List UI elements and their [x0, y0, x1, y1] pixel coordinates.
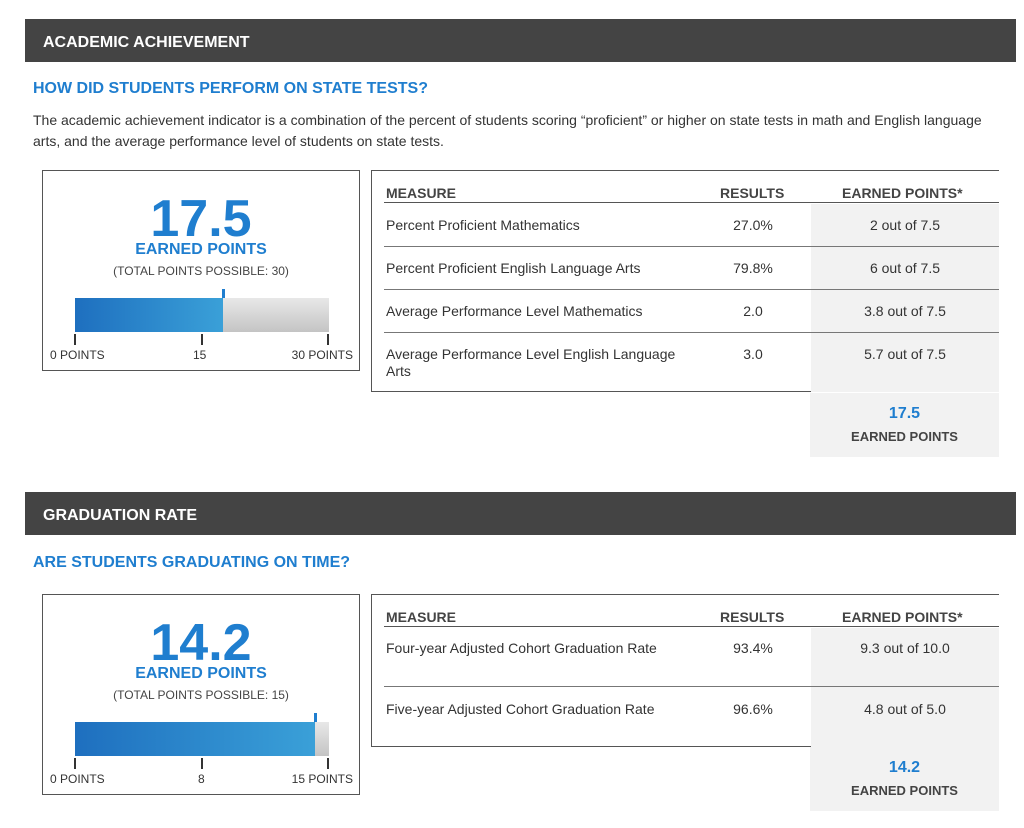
column-header-earned-points: EARNED POINTS*: [842, 185, 963, 201]
total-points-label: EARNED POINTS: [851, 429, 958, 444]
scale-tick-mid: [201, 334, 203, 345]
column-header-measure: MEASURE: [386, 185, 457, 201]
total-points-possible: (TOTAL POINTS POSSIBLE: 30): [113, 264, 289, 278]
points-progress-fill: [75, 722, 316, 756]
row-result: 79.8%: [733, 260, 773, 276]
earned-column-background: [811, 204, 999, 392]
points-progress-marker: [314, 713, 318, 722]
row-measure: Five-year Adjusted Cohort Graduation Rat…: [386, 701, 655, 717]
column-header-earned-points: EARNED POINTS*: [842, 609, 963, 625]
column-header-results: RESULTS: [720, 609, 785, 625]
row-measure: Average Performance Level Mathematics: [386, 303, 643, 319]
points-progress-marker: [222, 289, 226, 298]
earned-points-value: 14.2: [150, 614, 252, 672]
measures-table-graduation: MEASURE RESULTS EARNED POINTS* Four-year…: [371, 594, 999, 747]
row-divider: [384, 289, 999, 290]
measures-table-academic: MEASURE RESULTS EARNED POINTS* Percent P…: [371, 170, 999, 392]
section-header-academic-achievement: ACADEMIC ACHIEVEMENT: [25, 19, 1016, 62]
row-result: 27.0%: [733, 217, 773, 233]
column-header-results: RESULTS: [720, 185, 785, 201]
total-points-value: 14.2: [888, 759, 921, 776]
row-earned-points: 5.7 out of 7.5: [864, 346, 946, 362]
scale-tick-end: [327, 758, 329, 769]
earned-points-label: EARNED POINTS: [135, 665, 267, 682]
scale-label-mid: 15: [193, 348, 207, 362]
score-summary-card-academic: 17.5 EARNED POINTS (TOTAL POINTS POSSIBL…: [42, 170, 360, 371]
row-measure: Percent Proficient Mathematics: [386, 217, 580, 233]
total-points-possible: (TOTAL POINTS POSSIBLE: 15): [113, 688, 289, 702]
scale-label-end: 30 POINTS: [291, 348, 353, 362]
total-points-value: 17.5: [888, 405, 921, 422]
row-divider: [384, 686, 999, 687]
scale-tick-start: [74, 334, 76, 345]
scale-label-start: 0 POINTS: [50, 348, 105, 362]
scale-tick-start: [74, 758, 76, 769]
row-earned-points: 4.8 out of 5.0: [864, 701, 946, 717]
row-earned-points: 9.3 out of 10.0: [860, 640, 950, 656]
row-divider: [384, 332, 999, 333]
row-earned-points: 6 out of 7.5: [869, 260, 941, 276]
row-divider: [384, 246, 999, 247]
points-progress-bar: [75, 289, 329, 332]
section-question-academic: HOW DID STUDENTS PERFORM ON STATE TESTS?: [33, 80, 428, 97]
score-summary-card-graduation: 14.2 EARNED POINTS (TOTAL POINTS POSSIBL…: [42, 594, 360, 795]
earned-points-total-academic: 17.5 EARNED POINTS: [810, 393, 999, 457]
scale-label-end: 15 POINTS: [291, 772, 353, 786]
row-result: 3.0: [743, 346, 763, 362]
header-divider: [384, 626, 999, 627]
column-header-measure: MEASURE: [386, 609, 457, 625]
scale-tick-mid: [201, 758, 203, 769]
section-header-graduation-rate: GRADUATION RATE: [25, 492, 1016, 535]
points-progress-bar: [75, 713, 329, 756]
earned-points-label: EARNED POINTS: [135, 241, 267, 258]
row-earned-points: 2 out of 7.5: [869, 217, 941, 233]
row-measure: Percent Proficient English Language Arts: [386, 260, 641, 276]
header-divider: [384, 202, 999, 203]
points-progress-fill: [75, 298, 224, 332]
row-result: 93.4%: [733, 640, 773, 656]
scale-tick-end: [327, 334, 329, 345]
row-measure: Four-year Adjusted Cohort Graduation Rat…: [386, 640, 657, 656]
row-earned-points: 3.8 out of 7.5: [864, 303, 946, 319]
row-result: 2.0: [743, 303, 763, 319]
total-points-label: EARNED POINTS: [851, 783, 958, 798]
earned-points-value: 17.5: [150, 190, 252, 248]
scale-label-start: 0 POINTS: [50, 772, 105, 786]
row-result: 96.6%: [733, 701, 773, 717]
row-measure: Average Performance Level English Langua…: [386, 346, 676, 379]
earned-points-total-graduation: 14.2 EARNED POINTS: [810, 747, 999, 811]
section-intro-text: The academic achievement indicator is a …: [33, 112, 982, 149]
section-question-graduation: ARE STUDENTS GRADUATING ON TIME?: [33, 554, 351, 571]
scale-label-mid: 8: [198, 772, 205, 786]
earned-column-background: [811, 628, 999, 747]
